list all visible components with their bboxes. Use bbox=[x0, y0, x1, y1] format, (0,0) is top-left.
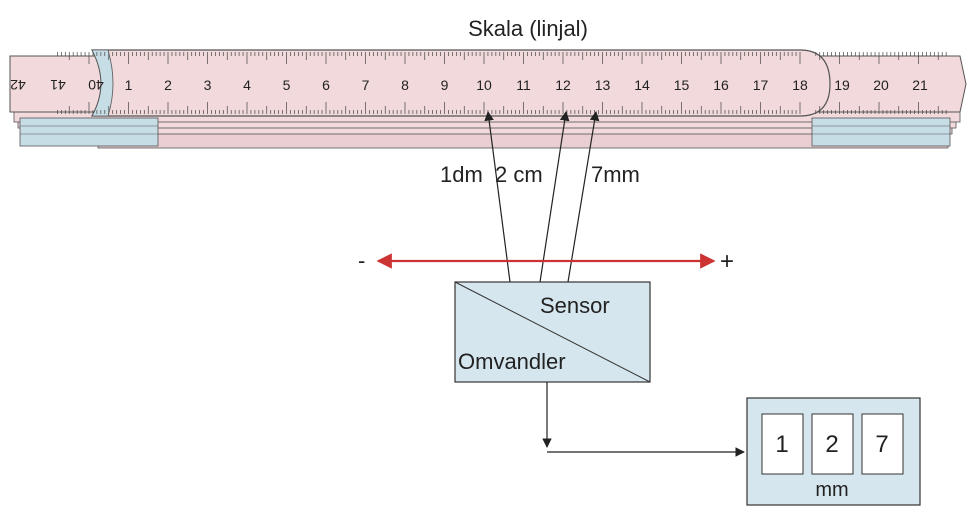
digital-display: 1 2 7 mm bbox=[746, 397, 921, 506]
sensor-converter-box: Sensor Omvandler bbox=[454, 281, 651, 383]
ruler-number-reversed: 41 bbox=[50, 77, 66, 93]
ruler-right-numbers: 19 20 21 bbox=[834, 77, 928, 93]
ruler-number: 14 bbox=[634, 77, 650, 93]
ruler-number: 16 bbox=[713, 77, 729, 93]
ruler-ticks bbox=[57, 52, 947, 114]
folding-ruler-layers bbox=[13, 109, 961, 149]
ruler-number: 17 bbox=[753, 77, 769, 93]
ruler-number: 3 bbox=[204, 77, 212, 93]
ruler-number: 5 bbox=[283, 77, 291, 93]
display-digit: 1 bbox=[775, 431, 788, 458]
ruler-number: 2 bbox=[164, 77, 172, 93]
digit-cell bbox=[861, 413, 904, 475]
ruler-number: 18 bbox=[792, 77, 808, 93]
digit-cell bbox=[811, 413, 854, 475]
signal-connector bbox=[542, 382, 745, 457]
display-digit: 2 bbox=[825, 431, 838, 458]
ruler-number: 9 bbox=[441, 77, 449, 93]
ruler-number: 20 bbox=[873, 77, 889, 93]
ruler-number: 7 bbox=[362, 77, 370, 93]
ruler-number: 6 bbox=[322, 77, 330, 93]
dm-label: 1dm bbox=[440, 162, 483, 187]
ruler-main-numbers: 1 2 3 4 5 6 7 8 9 10 11 12 13 14 15 16 1… bbox=[125, 77, 808, 93]
reversed-numbers: 42 41 40 bbox=[10, 77, 104, 93]
converter-label: Omvandler bbox=[458, 349, 566, 374]
ruler-number: 13 bbox=[595, 77, 611, 93]
ruler-number-reversed: 40 bbox=[88, 77, 104, 93]
ruler-left-segment bbox=[9, 55, 111, 113]
cm-label: 2 cm bbox=[495, 162, 543, 187]
sensor-label: Sensor bbox=[540, 293, 610, 318]
plus-sign: + bbox=[720, 248, 734, 275]
display-digit: 7 bbox=[875, 431, 888, 458]
ruler-number: 21 bbox=[912, 77, 928, 93]
ruler-number: 1 bbox=[125, 77, 133, 93]
ruler-number: 8 bbox=[401, 77, 409, 93]
display-unit: mm bbox=[815, 479, 848, 501]
ruler-number: 4 bbox=[243, 77, 251, 93]
ruler-number: 12 bbox=[555, 77, 571, 93]
ruler-number: 11 bbox=[516, 77, 531, 93]
minus-sign: - bbox=[358, 248, 365, 273]
box-diagonal bbox=[454, 281, 651, 383]
ruler-title: Skala (linjal) bbox=[468, 16, 588, 41]
ruler-number: 15 bbox=[674, 77, 690, 93]
ruler-number-reversed: 42 bbox=[10, 77, 26, 93]
digit-cell bbox=[761, 413, 804, 475]
ruler-number: 19 bbox=[834, 77, 850, 93]
mm-label: 7mm bbox=[591, 162, 640, 187]
ruler-number: 10 bbox=[476, 77, 492, 93]
ruler-hinge bbox=[91, 49, 114, 117]
